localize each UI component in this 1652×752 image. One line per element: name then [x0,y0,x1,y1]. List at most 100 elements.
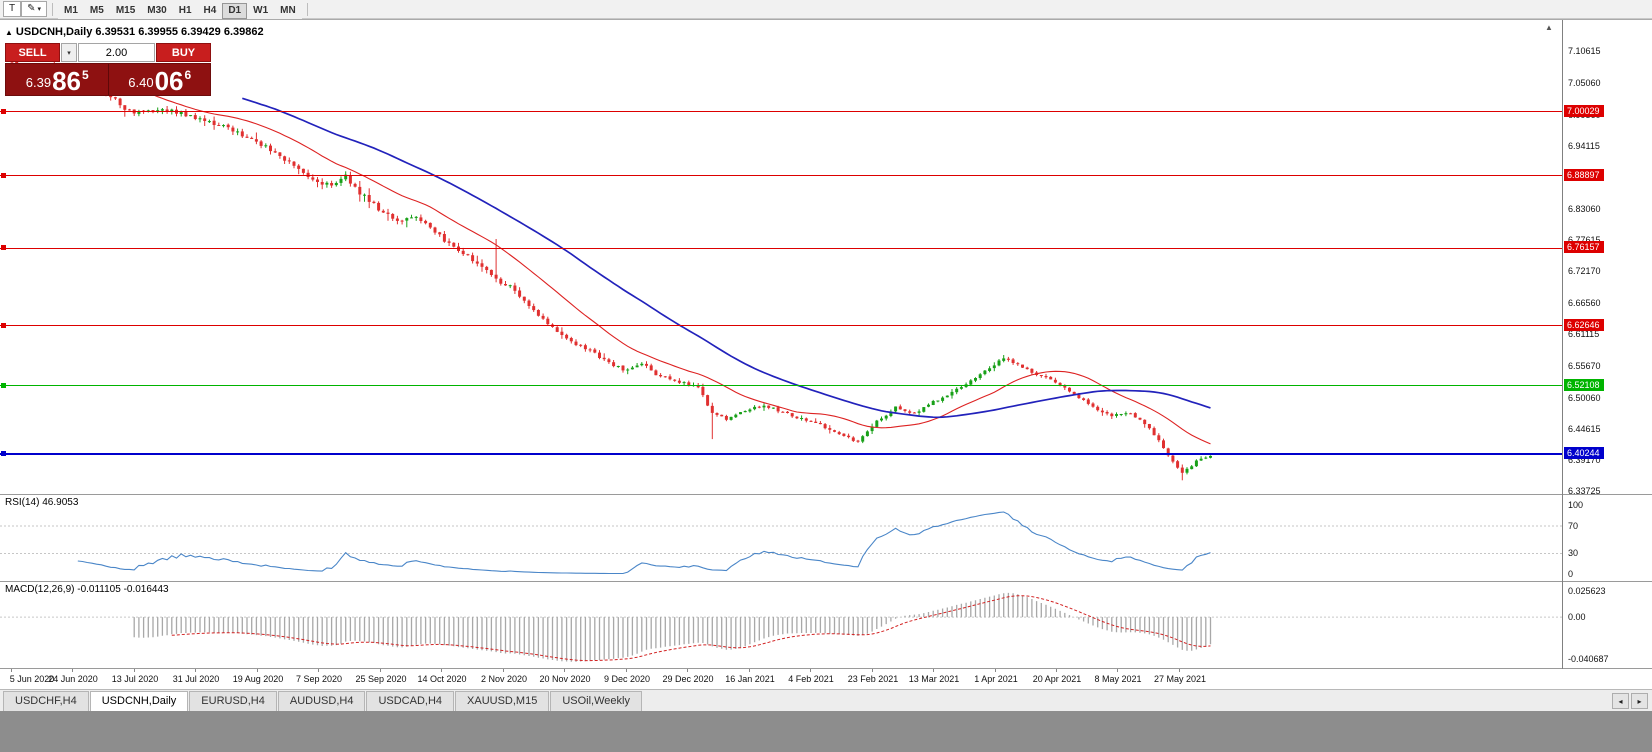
tab-scroll-right-icon[interactable]: ▸ [1631,693,1648,709]
pane-separator[interactable] [0,494,1652,495]
chart-tabs: USDCHF,H4 USDCNH,Daily EURUSD,H4 AUDUSD,H4 U… [0,691,643,711]
price-axis-label: 6.77615 [1568,235,1601,245]
buy-price-sup: 6 [184,68,192,82]
pen-icon: ✎ [27,3,36,14]
tab-scroll-left-icon[interactable]: ◂ [1612,693,1629,709]
rsi-axis-label: 0 [1568,569,1574,579]
date-tick [1117,669,1118,672]
date-tick [1179,669,1180,672]
price-divider [107,64,109,95]
line-anchor-marker[interactable] [1,245,6,250]
line-anchor-marker[interactable] [1,451,6,456]
date-tick [995,669,996,672]
date-tick [749,669,750,672]
date-axis-label: 16 Jan 2021 [725,674,775,684]
date-axis-label: 1 Apr 2021 [974,674,1018,684]
chevron-down-icon: ▾ [37,6,42,13]
sell-button[interactable]: SELL [5,43,60,62]
horizontal-line[interactable] [0,385,1562,387]
macd-histogram [133,592,1212,662]
date-tick [1056,669,1057,672]
buy-price-small: 6.40 [128,75,154,90]
price-line-tag[interactable]: 7.00029 [1564,105,1604,117]
timeframe-m30[interactable]: M30 [141,2,173,19]
tab-xauusd-m15[interactable]: XAUUSD,M15 [455,691,550,711]
date-tick [626,669,627,672]
tab-usdcad-h4[interactable]: USDCAD,H4 [366,691,455,711]
tab-usdchf-h4[interactable]: USDCHF,H4 [3,691,89,711]
date-tick [72,669,73,672]
rsi-axis-label: 30 [1568,548,1579,558]
date-tick [933,669,934,672]
sell-price[interactable]: 6.39 86 5 [6,64,108,95]
horizontal-line[interactable] [0,452,1562,455]
ma-fast-line [101,72,1211,445]
date-axis-label: 27 May 2021 [1153,674,1207,684]
date-axis-label: 31 Jul 2020 [172,674,220,684]
tab-usoil-weekly[interactable]: USOil,Weekly [550,691,642,711]
price-line-tag[interactable]: 6.88897 [1564,169,1604,181]
timeframe-m15[interactable]: M15 [109,2,142,19]
volume-dropdown-icon[interactable]: ▾ [61,43,77,62]
timeframe-d1[interactable]: D1 [222,2,248,19]
chart-template-button[interactable]: T [3,1,22,17]
horizontal-line[interactable] [0,111,1562,113]
price-axis-label: 6.61115 [1568,329,1600,339]
horizontal-line[interactable] [0,247,1562,249]
date-axis-label: 29 Dec 2020 [662,674,714,684]
date-tick [441,669,442,672]
line-anchor-marker[interactable] [1,173,6,178]
date-axis-label: 9 Dec 2020 [603,674,651,684]
buy-button[interactable]: BUY [156,43,211,62]
macd-signal-line [171,595,1211,662]
timeframe-h1[interactable]: H1 [172,2,198,19]
horizontal-line[interactable] [0,175,1562,176]
one-click-trading-panel: SELL ▾ BUY 6.39 86 5 6.40 06 6 [5,43,211,96]
price-axis-label: 6.33725 [1568,486,1601,496]
trade-prices-row: 6.39 86 5 6.40 06 6 [5,63,211,96]
rsi-label: RSI(14) 46.9053 [5,497,79,508]
toolbar-separator [52,2,54,16]
candlestick-chart [0,60,1562,662]
toolbar-separator [306,2,308,16]
price-line-tag[interactable]: 6.62646 [1564,319,1604,331]
timeframe-mn[interactable]: MN [274,2,302,19]
price-axis-separator [1562,20,1563,669]
line-anchor-marker[interactable] [1,109,6,114]
tab-audusd-h4[interactable]: AUDUSD,H4 [277,691,366,711]
date-axis-label: 24 Jun 2020 [48,674,98,684]
buy-price[interactable]: 6.40 06 6 [109,64,211,95]
tab-eurusd-h4[interactable]: EURUSD,H4 [189,691,277,711]
timeframe-w1[interactable]: W1 [247,2,275,19]
top-toolbar: T ✎ ▾ M1 M5 M15 M30 H1 H4 D1 W1 MN [0,0,1652,19]
trade-controls-row: SELL ▾ BUY [5,43,211,62]
line-anchor-marker[interactable] [1,383,6,388]
chart-symbol: USDCNH,Daily [15,26,93,38]
pane-separator[interactable] [0,668,1652,669]
price-line-tag[interactable]: 6.52108 [1564,379,1604,391]
price-axis-label: 6.94115 [1568,141,1600,151]
chart-tab-bar: USDCHF,H4 USDCNH,Daily EURUSD,H4 AUDUSD,H4 U… [0,689,1652,711]
timeframe-m1[interactable]: M1 [58,2,84,19]
line-anchor-marker[interactable] [1,323,6,328]
chart-scroll-icon[interactable]: ▲ [1545,23,1553,32]
price-axis-label: 7.05060 [1568,78,1601,88]
tab-usdcnh-daily[interactable]: USDCNH,Daily [89,691,189,711]
date-axis-label: 13 Jul 2020 [111,674,159,684]
date-tick [11,669,12,672]
pane-separator[interactable] [0,581,1652,582]
price-line-tag[interactable]: 6.40244 [1564,447,1604,459]
timeframe-h4[interactable]: H4 [197,2,223,19]
timeframe-m5[interactable]: M5 [83,2,110,19]
ma-slow-line [242,97,1211,419]
price-line-tag[interactable]: 6.76157 [1564,241,1604,253]
date-axis-label: 13 Mar 2021 [908,674,960,684]
date-axis-label: 2 Nov 2020 [480,674,528,684]
one-click-toggle-icon[interactable]: ▲ [5,28,13,37]
date-tick [564,669,565,672]
date-axis-label: 4 Feb 2021 [788,674,834,684]
draw-tools-button[interactable]: ✎ ▾ [21,1,48,17]
horizontal-line[interactable] [0,325,1562,327]
date-tick [503,669,504,672]
volume-input[interactable] [78,43,155,62]
